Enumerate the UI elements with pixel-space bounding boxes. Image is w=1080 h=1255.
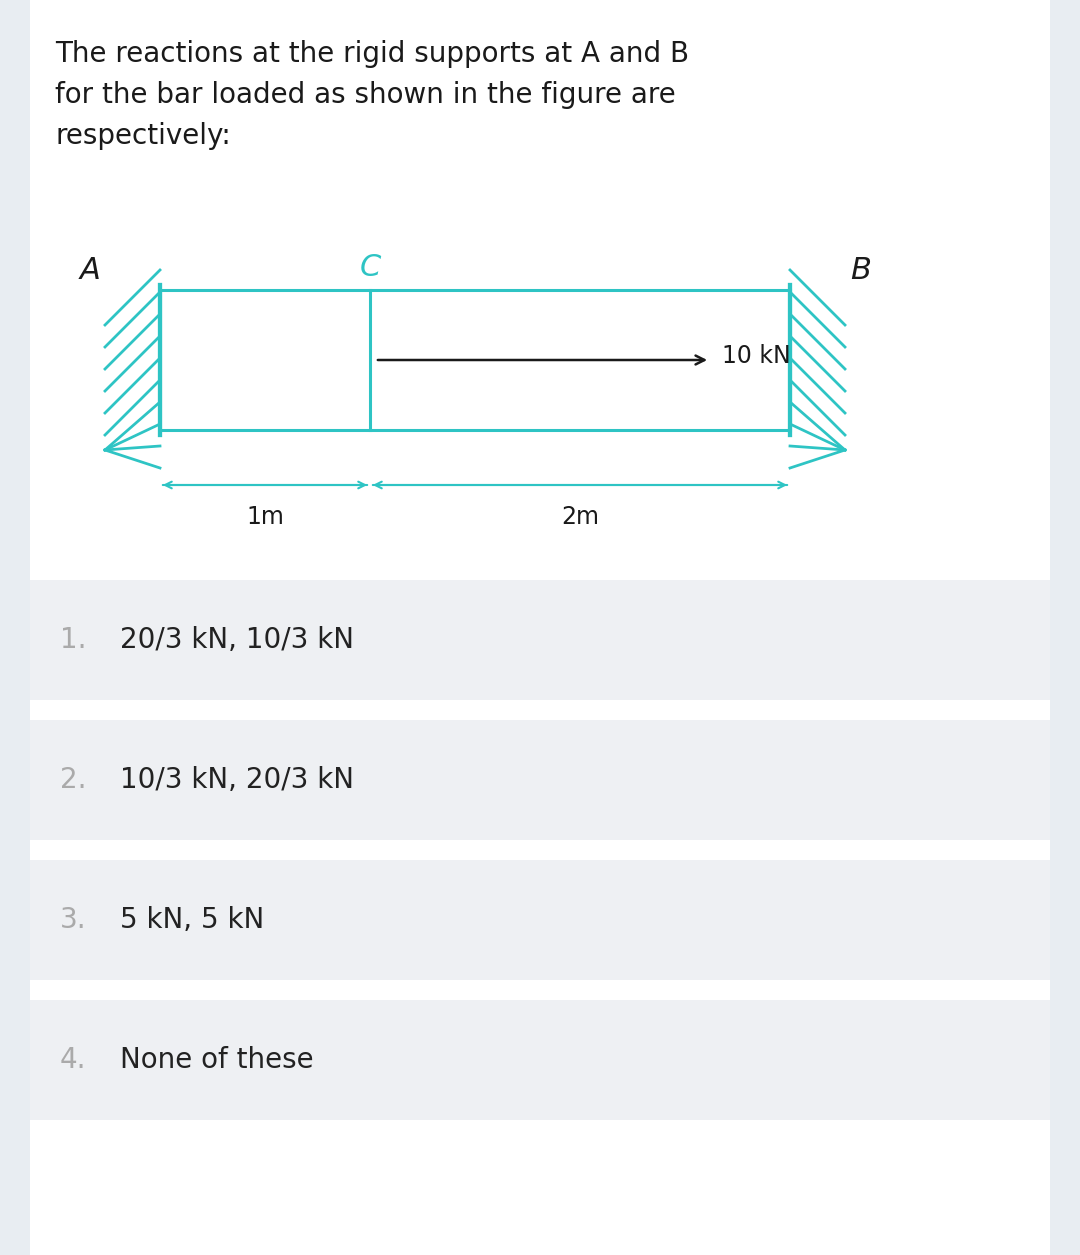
Text: 1.: 1.	[60, 626, 86, 654]
Text: 2.: 2.	[60, 766, 86, 794]
Text: None of these: None of these	[120, 1045, 313, 1074]
Bar	[30, 580, 1050, 700]
Bar	[160, 290, 789, 430]
Text: C: C	[360, 254, 380, 282]
Text: 20/3 kN, 10/3 kN: 20/3 kN, 10/3 kN	[120, 626, 354, 654]
Text: A: A	[79, 256, 100, 285]
Text: 4.: 4.	[60, 1045, 86, 1074]
Text: B: B	[850, 256, 870, 285]
Text: The reactions at the rigid supports at A and B
for the bar loaded as shown in th: The reactions at the rigid supports at A…	[55, 40, 689, 151]
Text: 2m: 2m	[561, 505, 599, 530]
Bar	[30, 860, 1050, 980]
Text: 10/3 kN, 20/3 kN: 10/3 kN, 20/3 kN	[120, 766, 354, 794]
Bar	[30, 720, 1050, 840]
Text: 1m: 1m	[246, 505, 284, 530]
Text: 5 kN, 5 kN: 5 kN, 5 kN	[120, 906, 265, 934]
Bar	[30, 1000, 1050, 1119]
Text: 3.: 3.	[60, 906, 86, 934]
FancyBboxPatch shape	[30, 0, 1050, 1255]
Text: 10 kN: 10 kN	[723, 344, 791, 368]
